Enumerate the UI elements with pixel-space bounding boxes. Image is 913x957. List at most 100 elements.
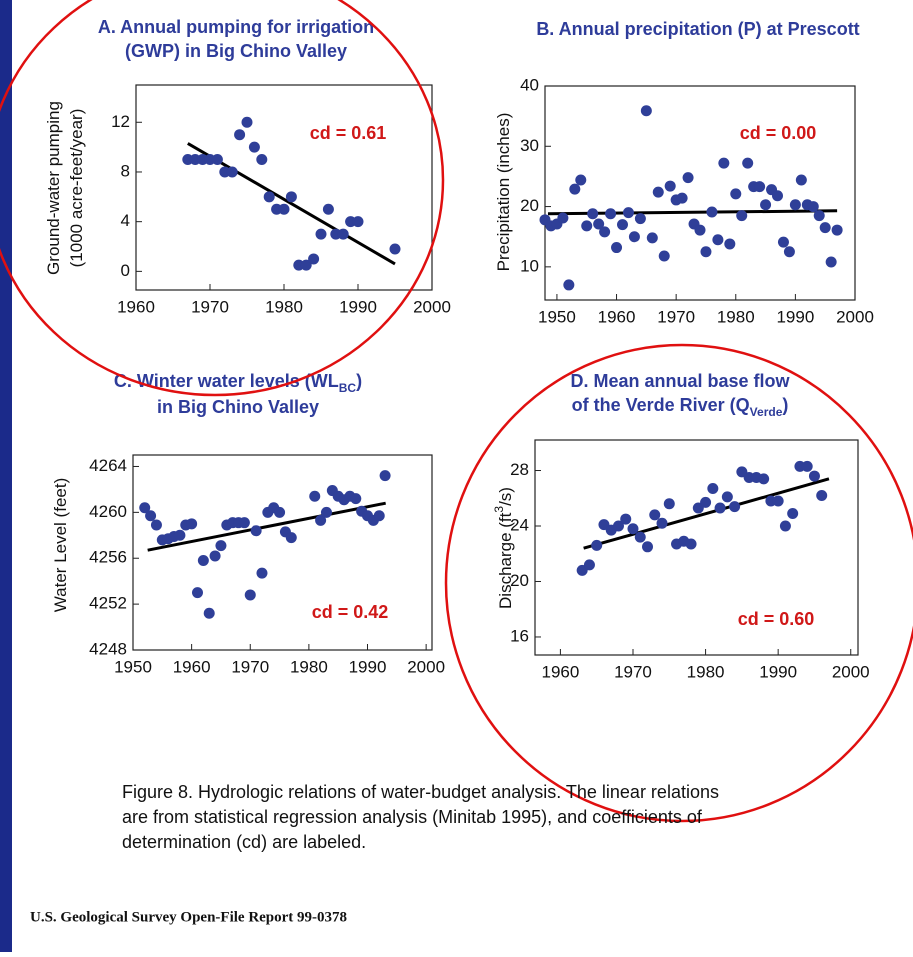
y-tick-label: 4252: [89, 594, 127, 613]
y-tick-label: 20: [520, 196, 539, 215]
data-point: [760, 199, 772, 211]
data-point: [634, 531, 646, 543]
highlight-ellipse: [0, 0, 445, 397]
data-point: [611, 242, 623, 254]
data-point: [379, 470, 391, 482]
data-point: [234, 129, 246, 141]
data-point: [241, 116, 253, 128]
data-point: [244, 589, 256, 601]
data-point: [682, 172, 694, 184]
data-point: [640, 105, 652, 117]
data-point: [779, 520, 791, 532]
data-point: [729, 501, 741, 513]
data-point: [694, 224, 706, 236]
data-point: [712, 234, 724, 246]
data-point: [315, 228, 327, 240]
y-tick-label: 4260: [89, 502, 127, 521]
data-point: [707, 483, 719, 495]
data-point: [816, 489, 828, 501]
data-point: [226, 166, 238, 178]
data-point: [627, 523, 639, 535]
y-tick-label: 24: [510, 515, 529, 534]
data-point: [191, 587, 203, 599]
data-point: [256, 154, 268, 166]
x-tick-label: 2000: [413, 297, 451, 316]
text-part: Precipitation (inches): [494, 113, 513, 272]
x-tick-label: 1980: [717, 307, 755, 326]
data-point: [795, 174, 807, 186]
data-point: [139, 502, 151, 514]
y-tick-label: 28: [510, 460, 529, 479]
data-point: [730, 188, 742, 200]
data-point: [685, 538, 697, 550]
y-tick-label: 16: [510, 626, 529, 645]
side-stripe: [0, 0, 12, 952]
x-tick-label: 2000: [836, 307, 874, 326]
annotation: cd = 0.61: [310, 123, 387, 143]
x-tick-label: 1970: [231, 657, 269, 676]
x-tick-label: 1960: [173, 657, 211, 676]
data-point: [617, 219, 628, 231]
y-tick-label: 40: [520, 75, 539, 94]
data-point: [736, 210, 748, 222]
data-point: [721, 491, 733, 503]
data-point: [373, 510, 385, 522]
caption-line: are from statistical regression analysis…: [122, 807, 703, 827]
data-point: [315, 514, 327, 526]
data-point: [706, 206, 718, 218]
x-tick-label: 1960: [541, 662, 579, 681]
data-point: [599, 226, 611, 238]
data-point: [587, 208, 599, 220]
data-point: [700, 496, 712, 508]
data-point: [628, 231, 640, 243]
x-tick-label: 1980: [290, 657, 328, 676]
data-point: [274, 506, 286, 518]
data-point: [652, 186, 664, 198]
text-part: Verde: [750, 405, 783, 419]
text-part: in Big Chino Valley: [157, 397, 319, 417]
y-tick-label: 30: [520, 136, 539, 155]
trend-line: [583, 477, 830, 550]
footer: U.S. Geological Survey Open-File Report …: [30, 909, 347, 925]
x-tick-label: 1990: [339, 297, 377, 316]
data-point: [783, 246, 795, 258]
y-axis-label: Discharge (ft3/s): [492, 487, 515, 609]
text-part: BC: [339, 381, 357, 395]
data-point: [718, 157, 730, 169]
y-tick-label: 4264: [89, 456, 127, 475]
chart-title: D. Mean annual base flow: [570, 371, 790, 391]
x-tick-label: 1990: [349, 657, 387, 676]
x-tick-label: 2000: [407, 657, 445, 676]
trend-line: [187, 142, 396, 266]
data-point: [308, 253, 320, 265]
data-point: [203, 607, 215, 619]
text-part: (1000 acre-feet/year): [67, 109, 86, 268]
data-point: [772, 190, 783, 202]
caption-line: Figure 8. Hydrologic relations of water-…: [122, 782, 719, 802]
data-point: [742, 157, 754, 169]
text-part: ): [782, 395, 788, 415]
data-point: [320, 506, 332, 518]
y-tick-label: 4256: [89, 548, 127, 567]
x-tick-label: 2000: [832, 662, 870, 681]
x-tick-label: 1970: [191, 297, 229, 316]
x-tick-label: 1960: [117, 297, 155, 316]
data-point: [563, 279, 575, 291]
data-point: [676, 192, 688, 204]
x-tick-label: 1970: [614, 662, 652, 681]
y-tick-label: 20: [510, 571, 529, 590]
data-point: [581, 220, 593, 232]
y-tick-label: 4248: [89, 639, 127, 658]
x-tick-label: 1970: [657, 307, 695, 326]
y-axis-label: Ground-water pumping: [44, 101, 63, 275]
data-point: [300, 259, 312, 271]
text-part: C. Winter water levels (WL: [114, 371, 339, 391]
text-part: A. Annual pumping for irrigation: [98, 17, 374, 37]
x-tick-label: 1980: [687, 662, 725, 681]
plot-frame: [544, 85, 856, 301]
text-part: Discharge (ft: [496, 512, 515, 609]
data-point: [389, 243, 401, 255]
data-point: [593, 218, 605, 230]
chart-title: (GWP) in Big Chino Valley: [125, 41, 347, 61]
